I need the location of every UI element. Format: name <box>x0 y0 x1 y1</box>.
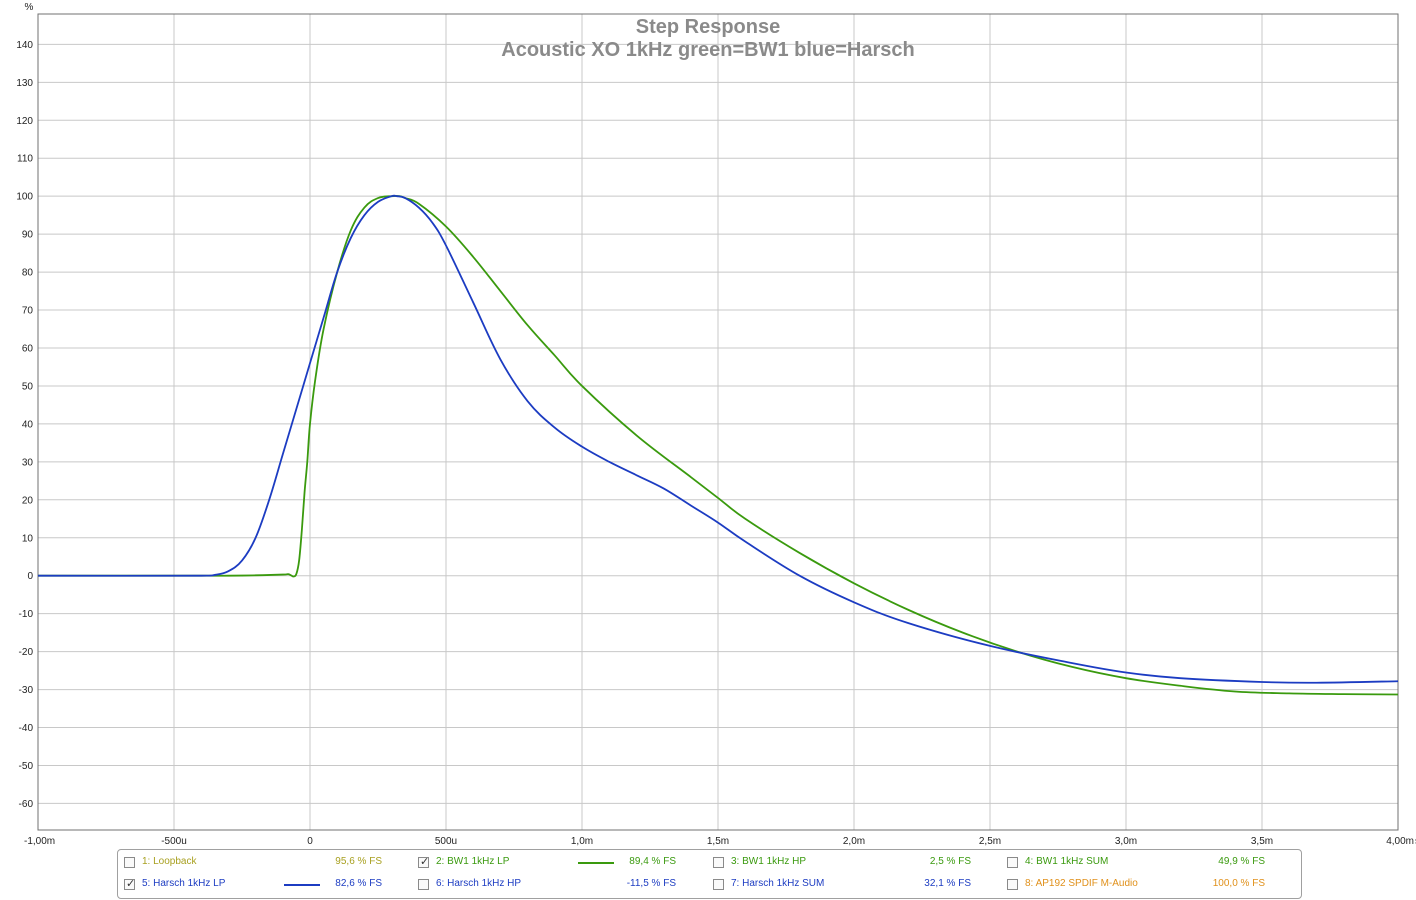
legend-label: 7: Harsch 1kHz SUM <box>731 878 825 889</box>
legend-item[interactable]: 7: Harsch 1kHz SUM 32,1 % FS <box>713 877 971 893</box>
y-tick-label: 0 <box>27 571 33 582</box>
y-tick-label: -30 <box>19 685 34 696</box>
y-tick-label: 100 <box>16 192 33 203</box>
chart-subtitle: Acoustic XO 1kHz green=BW1 blue=Harsch <box>501 39 914 61</box>
legend-checkbox[interactable]: ✓ <box>124 878 136 890</box>
legend-label: 2: BW1 1kHz LP <box>436 856 510 867</box>
y-tick-label: 70 <box>22 306 34 317</box>
legend-item[interactable]: 8: AP192 SPDIF M-Audio 100,0 % FS <box>1007 877 1265 893</box>
legend-label: 1: Loopback <box>142 856 197 867</box>
legend-checkbox[interactable]: ✓ <box>418 856 430 868</box>
legend-checkbox[interactable] <box>713 879 724 890</box>
y-tick-label: 30 <box>22 457 34 468</box>
y-axis-label: % <box>25 2 34 13</box>
series-lines <box>37 194 1399 696</box>
legend-swatch <box>284 884 320 886</box>
plot-area <box>37 13 1399 831</box>
legend-value: 95,6 % FS <box>335 856 382 867</box>
legend-checkbox[interactable] <box>1007 857 1018 868</box>
y-tick-label: 120 <box>16 116 33 127</box>
x-tick-label: 2,5m <box>979 836 1001 847</box>
y-tick-label: 40 <box>22 419 34 430</box>
legend-checkbox[interactable] <box>713 857 724 868</box>
legend-item[interactable]: ✓ 5: Harsch 1kHz LP 82,6 % FS <box>124 877 382 893</box>
x-tick-label: 4,00m <box>1386 836 1414 847</box>
y-tick-label: 50 <box>22 381 34 392</box>
y-tick-label: -40 <box>19 723 34 734</box>
y-tick-label: 140 <box>16 40 33 51</box>
legend-value: 2,5 % FS <box>929 856 971 867</box>
legend-label: 8: AP192 SPDIF M-Audio <box>1025 878 1138 889</box>
legend-label: 5: Harsch 1kHz LP <box>142 878 226 889</box>
y-tick-label: -10 <box>19 609 34 620</box>
step-response-plot: 1401301201101009080706050403020100-10-20… <box>16 2 1416 847</box>
y-tick-label: 10 <box>22 533 34 544</box>
legend-checkbox[interactable] <box>418 879 429 890</box>
y-tick-label: 110 <box>17 154 33 165</box>
x-tick-label: 1,5m <box>707 836 729 847</box>
legend-value: 89,4 % FS <box>629 856 676 867</box>
legend-checkbox[interactable] <box>1007 879 1018 890</box>
legend-swatch <box>578 862 614 864</box>
legend-value: -11,5 % FS <box>626 878 676 889</box>
legend-checkbox[interactable] <box>124 857 135 868</box>
y-tick-label: 130 <box>16 78 33 89</box>
y-tick-label: 60 <box>22 343 34 354</box>
x-tick-label: 500u <box>435 836 457 847</box>
legend-label: 4: BW1 1kHz SUM <box>1025 856 1109 867</box>
x-tick-label: 0 <box>307 836 313 847</box>
legend: 1: Loopback 95,6 % FS ✓ 2: BW1 1kHz LP 89,4 … <box>117 849 1302 899</box>
legend-value: 49,9 % FS <box>1218 856 1265 867</box>
y-tick-label: 80 <box>22 268 34 279</box>
legend-item[interactable]: 6: Harsch 1kHz HP -11,5 % FS <box>418 877 676 893</box>
y-tick-label: 90 <box>22 230 34 241</box>
legend-label: 6: Harsch 1kHz HP <box>436 878 522 889</box>
grid-lines <box>38 14 1398 830</box>
legend-value: 32,1 % FS <box>924 878 971 889</box>
checkmark-icon: ✓ <box>420 856 430 868</box>
legend-item[interactable]: 4: BW1 1kHz SUM 49,9 % FS <box>1007 855 1265 871</box>
legend-label: 3: BW1 1kHz HP <box>731 856 807 867</box>
x-tick-label: 1,0m <box>571 836 593 847</box>
x-tick-label: 2,0m <box>843 836 865 847</box>
x-tick-label: -1,00m <box>24 836 55 847</box>
legend-item[interactable]: 1: Loopback 95,6 % FS <box>124 855 382 871</box>
legend-value: 82,6 % FS <box>335 878 382 889</box>
y-tick-label: -50 <box>19 761 34 772</box>
series-line-1 <box>38 195 1399 696</box>
y-tick-label: 20 <box>22 495 34 506</box>
checkmark-icon: ✓ <box>126 878 136 890</box>
legend-value: 100,0 % FS <box>1212 878 1265 889</box>
x-tick-label: -500u <box>161 836 187 847</box>
x-tick-label: 3,5m <box>1251 836 1273 847</box>
axis-ticks: 1401301201101009080706050403020100-10-20… <box>16 40 1416 847</box>
legend-item[interactable]: 3: BW1 1kHz HP 2,5 % FS <box>713 855 971 871</box>
x-tick-label: 3,0m <box>1115 836 1137 847</box>
y-tick-label: -60 <box>19 799 34 810</box>
y-tick-label: -20 <box>19 647 34 658</box>
legend-item[interactable]: ✓ 2: BW1 1kHz LP 89,4 % FS <box>418 855 676 871</box>
chart-title: Step Response <box>636 16 780 38</box>
series-line-2 <box>37 194 1399 684</box>
